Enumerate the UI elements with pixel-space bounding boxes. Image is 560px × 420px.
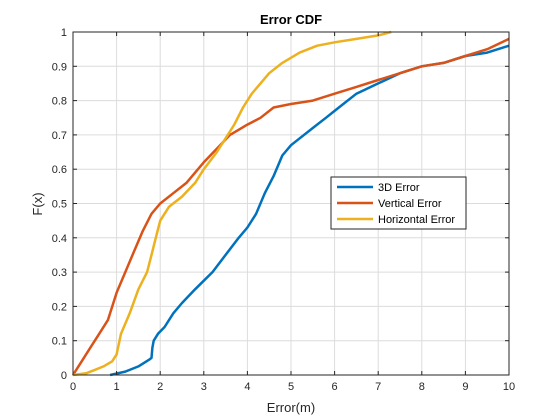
x-tick-label: 3	[201, 381, 207, 393]
x-tick-label: 9	[462, 381, 468, 393]
x-tick-label: 0	[70, 381, 76, 393]
legend: 3D Error Vertical Error Horizontal Error	[330, 176, 467, 230]
x-tick-label: 5	[288, 381, 294, 393]
x-tick-label: 2	[157, 381, 163, 393]
y-tick-label: 0	[61, 370, 67, 382]
x-tick-label: 7	[375, 381, 381, 393]
y-tick-label: 0.9	[52, 61, 67, 73]
series-layer	[71, 30, 510, 377]
y-tick-label: 0.4	[52, 233, 67, 245]
legend-label: Horizontal Error	[378, 214, 455, 226]
y-axis-title: F(x)	[30, 192, 45, 215]
x-axis-title: Error(m)	[267, 400, 315, 415]
y-tick-label: 0.6	[52, 164, 67, 176]
y-tick-label: 0.1	[52, 336, 67, 348]
y-tick-label: 0.2	[52, 301, 67, 313]
legend-label: 3D Error	[378, 182, 420, 194]
x-tick-label: 8	[419, 381, 425, 393]
y-tick-label: 1	[61, 27, 67, 39]
y-tick-label: 0.7	[52, 130, 67, 142]
legend-label: Vertical Error	[378, 198, 442, 210]
chart-title: Error CDF	[260, 12, 322, 27]
y-tick-label: 0.5	[52, 199, 67, 211]
x-tick-label: 10	[503, 381, 515, 393]
x-tick-label: 1	[114, 381, 120, 393]
y-tick-label: 0.3	[52, 267, 67, 279]
series-line-1	[109, 44, 510, 377]
x-tick-label: 6	[332, 381, 338, 393]
series-line-3	[72, 30, 392, 377]
y-tick-label: 0.8	[52, 96, 67, 108]
x-tick-label: 4	[244, 381, 250, 393]
ticks: 0 1 2 3 4 5 6 7 8 9 10 0 0.1 0.2 0.3 0.4 0.5 0.6 0.7 0.8 0.9…	[52, 27, 515, 393]
